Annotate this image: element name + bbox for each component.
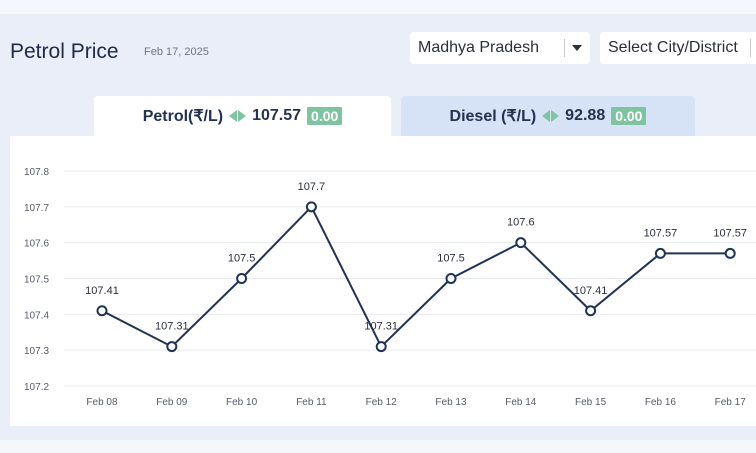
price-line-chart: 107.2 107.3 107.4 107.5 107.6 107.7 107.8 Feb 0… — [24, 167, 756, 408]
x-tick-label: Feb 08 — [86, 397, 118, 408]
y-tick-label: 107.3 — [24, 346, 49, 357]
select-divider — [564, 39, 565, 57]
x-tick-label: Feb 14 — [505, 397, 537, 408]
x-tick-label: Feb 10 — [226, 397, 258, 408]
state-select[interactable]: Madhya Pradesh — [410, 32, 590, 64]
state-select-value: Madhya Pradesh — [418, 39, 539, 56]
data-point — [166, 341, 178, 353]
city-select[interactable]: Select City/District — [600, 32, 756, 64]
y-tick-label: 107.5 — [24, 275, 49, 286]
series-line — [101, 205, 731, 349]
data-label: 107.31 — [155, 321, 189, 333]
diesel-price: 92.88 — [565, 107, 606, 124]
diesel-change-badge: 0.00 — [611, 107, 647, 125]
petrol-price: 107.57 — [252, 107, 302, 124]
data-label: 107.57 — [713, 227, 747, 239]
x-tick-label: Feb 16 — [645, 397, 677, 408]
data-label: 107.31 — [364, 321, 398, 333]
data-point — [375, 341, 387, 353]
chart-panel: 107.2 107.3 107.4 107.5 107.6 107.7 107.8 Feb 0… — [10, 136, 756, 426]
y-tick-label: 107.4 — [24, 310, 49, 321]
data-label: 107.5 — [228, 253, 256, 265]
select-divider — [750, 39, 751, 57]
data-point — [445, 273, 457, 284]
x-tick-label: Feb 12 — [366, 397, 398, 408]
chevron-down-icon[interactable] — [572, 45, 582, 51]
y-tick-label: 107.2 — [24, 382, 49, 393]
data-label: 107.6 — [507, 217, 535, 229]
data-label: 107.7 — [298, 181, 326, 193]
data-label: 107.5 — [437, 253, 465, 265]
data-point — [305, 201, 317, 213]
left-right-arrows-icon — [229, 110, 247, 122]
header: Petrol Price Feb 17, 2025 Madhya Pradesh… — [0, 14, 756, 96]
x-tick-label: Feb 09 — [156, 397, 188, 408]
data-label: 107.41 — [85, 285, 119, 297]
x-tick-label: Feb 13 — [435, 397, 467, 408]
petrol-change-badge: 0.00 — [307, 107, 343, 125]
data-point — [96, 305, 108, 317]
y-tick-label: 107.6 — [24, 239, 49, 250]
left-right-arrows-icon — [542, 110, 560, 122]
data-point — [724, 247, 736, 259]
tab-diesel[interactable]: Diesel (₹/L) 92.88 0.00 — [401, 96, 695, 136]
y-tick-label: 107.7 — [24, 203, 49, 214]
data-label: 107.41 — [574, 285, 608, 297]
x-tick-label: Feb 15 — [575, 397, 607, 408]
data-point — [654, 247, 666, 259]
x-tick-label: Feb 11 — [296, 397, 327, 408]
page-title: Petrol Price — [10, 40, 119, 63]
top-strip — [0, 0, 756, 14]
bottom-strip — [0, 440, 756, 453]
data-label: 107.57 — [644, 227, 678, 239]
data-point — [515, 237, 527, 249]
x-tick-label: Feb 17 — [715, 397, 747, 408]
tab-petrol[interactable]: Petrol(₹/L) 107.57 0.00 — [94, 96, 391, 136]
city-select-placeholder: Select City/District — [608, 39, 738, 56]
price-date: Feb 17, 2025 — [144, 46, 209, 58]
y-tick-label: 107.8 — [24, 167, 49, 178]
data-point — [585, 305, 597, 317]
tab-diesel-label: Diesel (₹/L) — [449, 108, 537, 125]
tab-petrol-label: Petrol(₹/L) — [142, 108, 224, 125]
data-point — [236, 273, 248, 284]
